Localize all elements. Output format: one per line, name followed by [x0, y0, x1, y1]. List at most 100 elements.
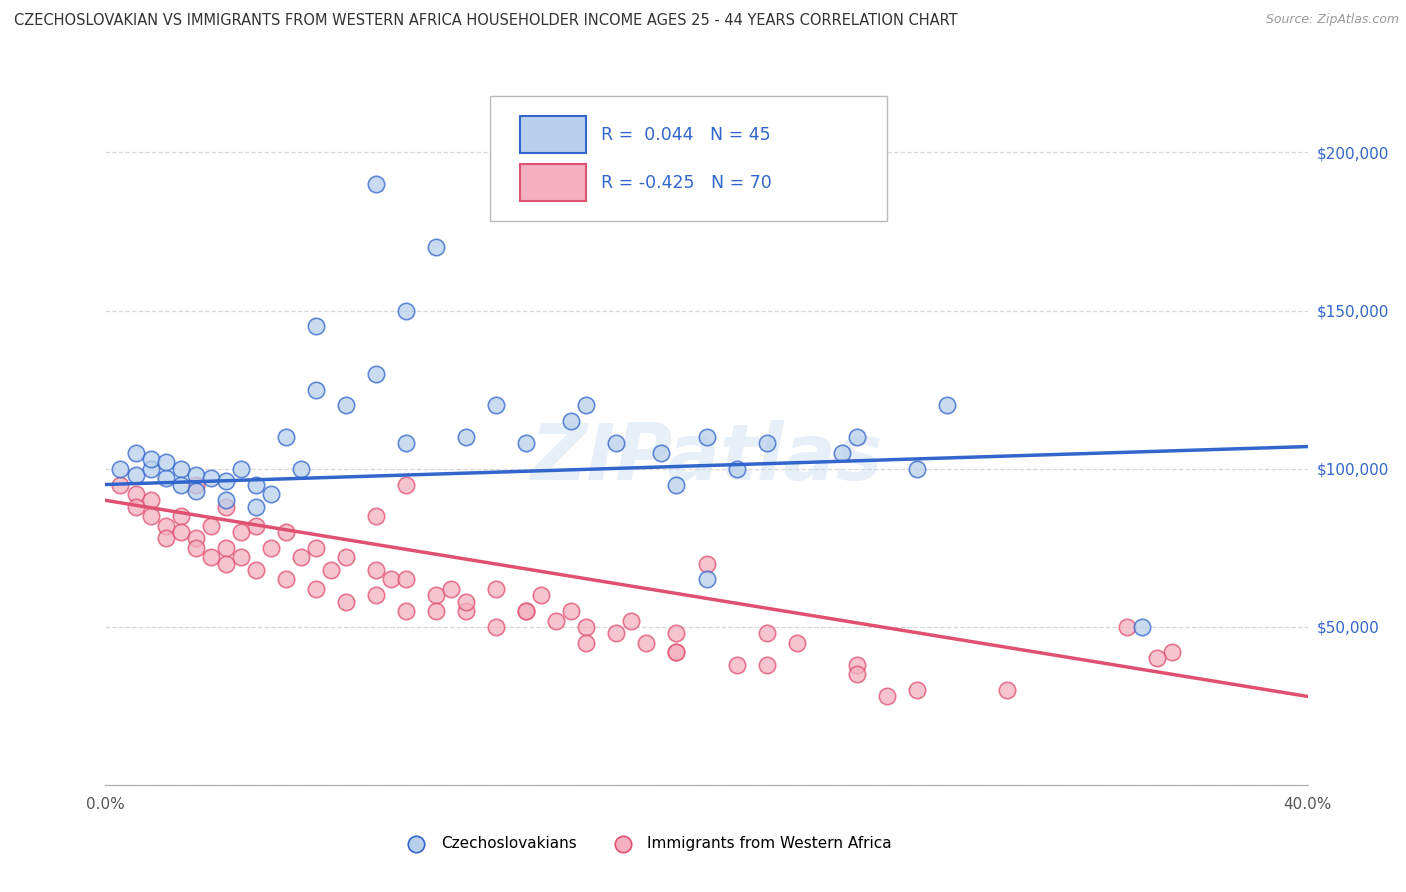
- Point: [290, 461, 312, 475]
- Point: [605, 436, 627, 450]
- Point: [380, 573, 402, 587]
- Point: [831, 446, 853, 460]
- Point: [936, 399, 959, 413]
- Point: [364, 588, 387, 602]
- Point: [169, 477, 191, 491]
- Point: [515, 604, 537, 618]
- Point: [696, 557, 718, 571]
- Point: [485, 399, 508, 413]
- Text: R =  0.044   N = 45: R = 0.044 N = 45: [600, 126, 770, 144]
- Point: [245, 518, 267, 533]
- Point: [725, 461, 748, 475]
- Point: [620, 614, 643, 628]
- Point: [755, 657, 778, 672]
- Point: [200, 550, 222, 565]
- Point: [665, 626, 688, 640]
- Legend: Czechoslovakians, Immigrants from Western Africa: Czechoslovakians, Immigrants from Wester…: [395, 830, 897, 857]
- Point: [755, 626, 778, 640]
- Point: [1116, 620, 1139, 634]
- Point: [1146, 651, 1168, 665]
- Point: [1161, 645, 1184, 659]
- Point: [124, 500, 146, 514]
- Point: [200, 518, 222, 533]
- Point: [245, 563, 267, 577]
- Point: [1130, 620, 1153, 634]
- Point: [290, 550, 312, 565]
- Point: [110, 461, 132, 475]
- Point: [214, 475, 236, 489]
- Point: [335, 550, 357, 565]
- Text: ZIPatlas: ZIPatlas: [530, 420, 883, 496]
- Point: [139, 509, 162, 524]
- Point: [454, 594, 477, 608]
- Point: [575, 399, 598, 413]
- Point: [200, 471, 222, 485]
- Point: [124, 487, 146, 501]
- Point: [440, 582, 463, 596]
- Point: [229, 550, 252, 565]
- Point: [184, 468, 207, 483]
- Point: [184, 531, 207, 545]
- Point: [560, 414, 582, 428]
- Point: [755, 436, 778, 450]
- Point: [155, 471, 177, 485]
- Point: [515, 436, 537, 450]
- Point: [636, 635, 658, 649]
- Point: [305, 541, 328, 555]
- Point: [605, 626, 627, 640]
- Point: [395, 303, 418, 318]
- Point: [575, 635, 598, 649]
- Point: [155, 531, 177, 545]
- Point: [214, 541, 236, 555]
- Point: [665, 477, 688, 491]
- Point: [395, 573, 418, 587]
- Point: [124, 446, 146, 460]
- FancyBboxPatch shape: [520, 117, 586, 153]
- Point: [485, 620, 508, 634]
- Point: [425, 588, 447, 602]
- Point: [725, 657, 748, 672]
- Point: [530, 588, 553, 602]
- Point: [110, 477, 132, 491]
- Point: [184, 477, 207, 491]
- Point: [454, 430, 477, 444]
- Point: [274, 524, 297, 539]
- Point: [395, 604, 418, 618]
- Point: [305, 582, 328, 596]
- Point: [665, 645, 688, 659]
- Point: [245, 500, 267, 514]
- Point: [245, 477, 267, 491]
- Point: [515, 604, 537, 618]
- Point: [155, 455, 177, 469]
- Point: [260, 487, 283, 501]
- Point: [665, 645, 688, 659]
- Point: [905, 683, 928, 698]
- Point: [305, 319, 328, 334]
- Point: [169, 461, 191, 475]
- Point: [905, 461, 928, 475]
- Point: [169, 524, 191, 539]
- Text: Source: ZipAtlas.com: Source: ZipAtlas.com: [1265, 13, 1399, 27]
- Point: [485, 582, 508, 596]
- Point: [155, 518, 177, 533]
- Point: [845, 667, 868, 681]
- Point: [845, 430, 868, 444]
- Point: [335, 594, 357, 608]
- Point: [124, 468, 146, 483]
- Point: [260, 541, 283, 555]
- Point: [786, 635, 808, 649]
- Point: [560, 604, 582, 618]
- Point: [214, 493, 236, 508]
- Point: [364, 177, 387, 191]
- FancyBboxPatch shape: [491, 96, 887, 221]
- Point: [139, 452, 162, 467]
- Point: [425, 604, 447, 618]
- Point: [845, 657, 868, 672]
- Point: [214, 557, 236, 571]
- Point: [364, 563, 387, 577]
- Point: [650, 446, 672, 460]
- Point: [876, 690, 898, 704]
- Point: [274, 573, 297, 587]
- Text: R = -0.425   N = 70: R = -0.425 N = 70: [600, 174, 772, 192]
- Point: [546, 614, 568, 628]
